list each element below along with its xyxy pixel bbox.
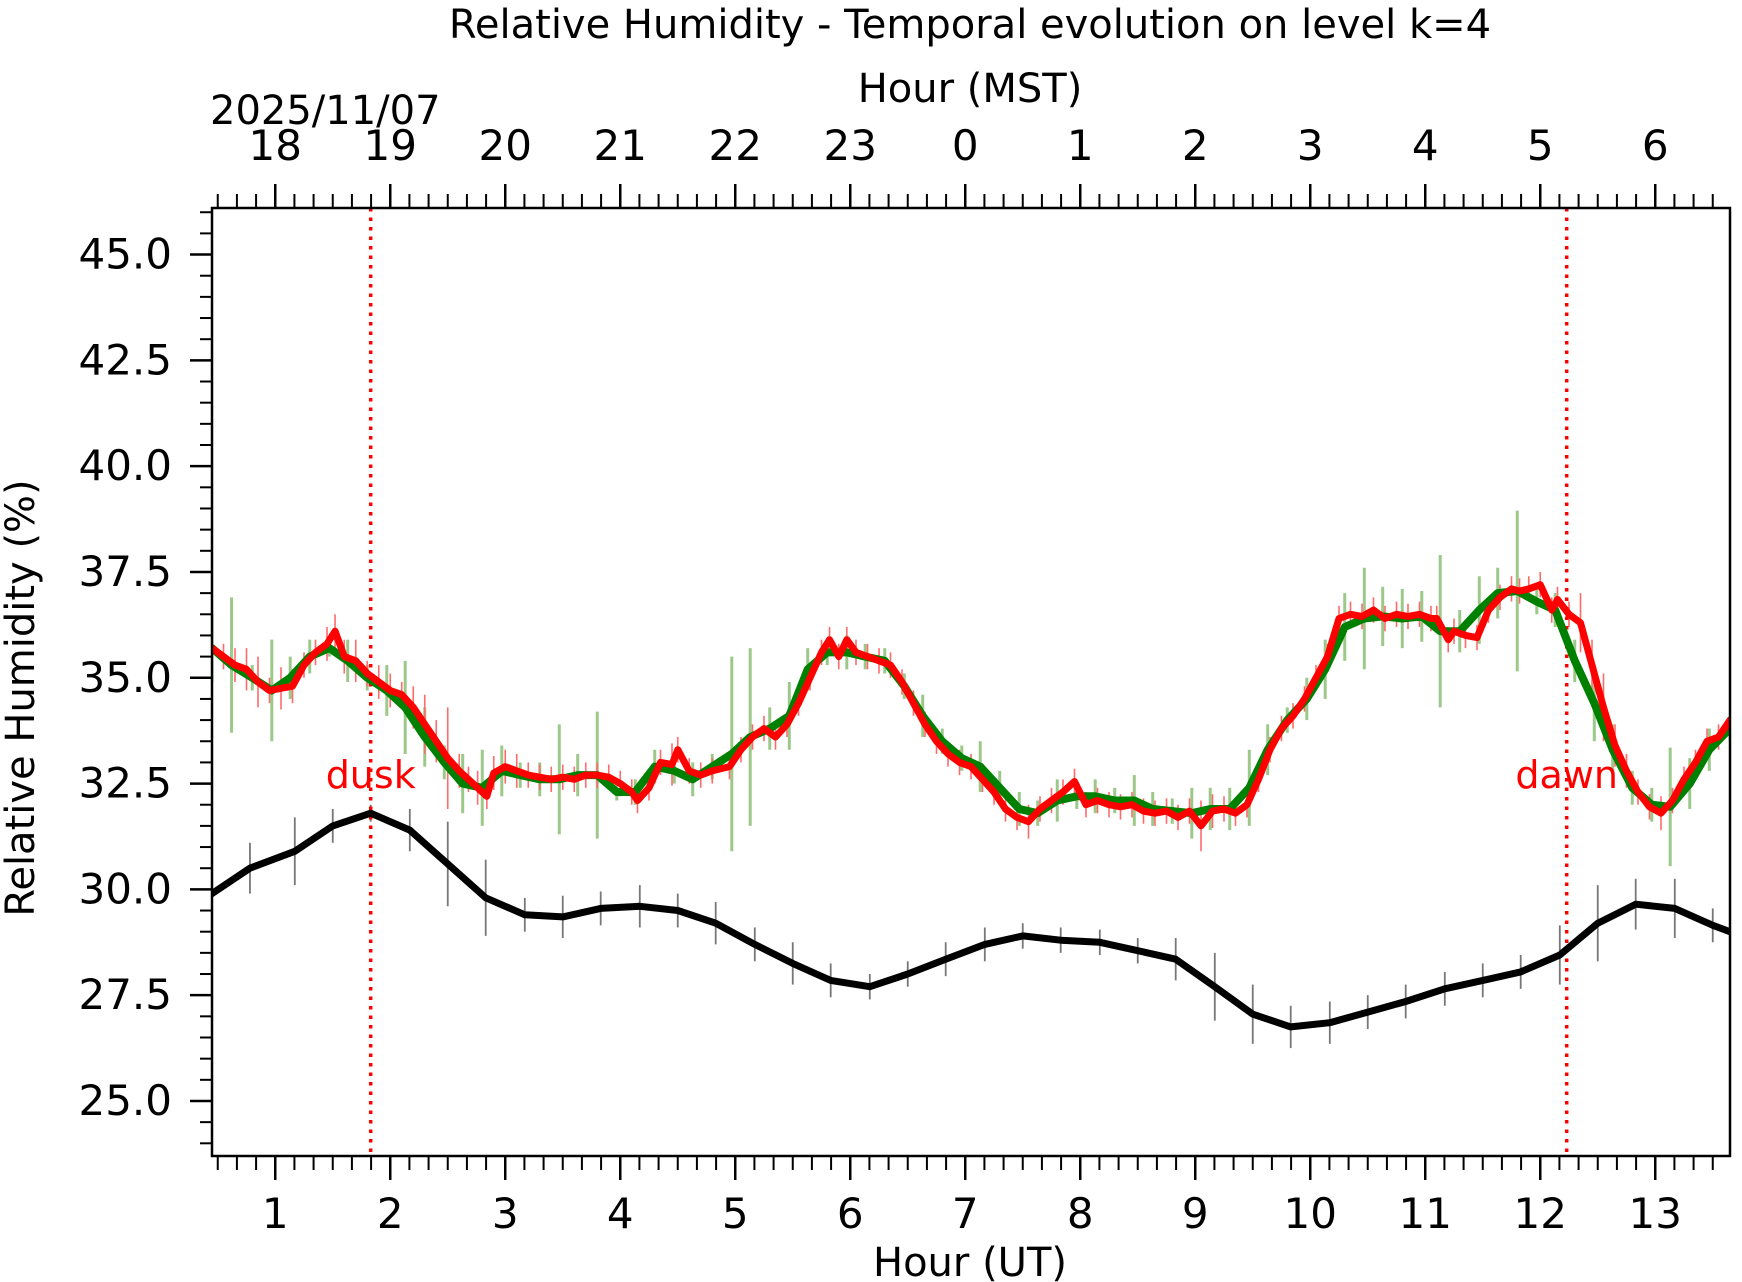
x-top-tick-label: 0: [952, 121, 979, 170]
axes-frame: [210, 206, 1732, 1158]
series-line-red: [212, 581, 1730, 830]
y-tick-label: 27.5: [78, 970, 172, 1019]
x-tick-label: 5: [722, 1189, 749, 1238]
x-top-tick-label: 19: [364, 121, 417, 170]
x-tick-label: 7: [952, 1189, 979, 1238]
date-label: 2025/11/07: [210, 88, 441, 134]
x-top-tick-label: 2: [1182, 121, 1209, 170]
axes: 25.027.530.032.535.037.540.042.545.01 2 3 4…: [78, 121, 1732, 1238]
x-top-tick-label: 20: [479, 121, 532, 170]
y-tick-label: 40.0: [78, 441, 172, 490]
x-tick-label: 4: [607, 1189, 634, 1238]
y-tick-label: 30.0: [78, 864, 172, 913]
x-top-tick-label: 18: [249, 121, 302, 170]
plot-area: dusk dawn: [212, 208, 1730, 1156]
y-tick-label: 25.0: [78, 1076, 172, 1125]
x-top-tick-label: 4: [1412, 121, 1439, 170]
x-tick-label: 6: [837, 1189, 864, 1238]
x-tick-label: 8: [1067, 1189, 1094, 1238]
x-top-tick-label: 1: [1067, 121, 1094, 170]
dusk-label: dusk: [326, 753, 416, 797]
x-top-tick-label: 5: [1527, 121, 1554, 170]
x-top-tick-label: 22: [709, 121, 762, 170]
x-tick-label: 13: [1629, 1189, 1682, 1238]
x-top-tick-label: 6: [1642, 121, 1669, 170]
plot-content: [212, 208, 1730, 1156]
y-tick-label: 45.0: [78, 230, 172, 279]
x-tick-label: 3: [492, 1189, 519, 1238]
x-tick-label: 2: [377, 1189, 404, 1238]
x-tick-label: 1: [262, 1189, 289, 1238]
dawn-label: dawn: [1515, 753, 1618, 797]
x-tick-label: 10: [1284, 1189, 1337, 1238]
x-top-tick-label: 23: [824, 121, 877, 170]
x-tick-label: 9: [1182, 1189, 1209, 1238]
y-axis-label: Relative Humidity (%): [0, 479, 44, 916]
y-tick-label: 35.0: [78, 653, 172, 702]
x-tick-label: 12: [1514, 1189, 1567, 1238]
y-tick-label: 32.5: [78, 759, 172, 808]
y-tick-label: 37.5: [78, 547, 172, 596]
chart-title: Relative Humidity - Temporal evolution o…: [449, 2, 1491, 48]
y-tick-label: 42.5: [78, 335, 172, 384]
x-tick-label: 11: [1399, 1189, 1452, 1238]
x-top-tick-label: 3: [1297, 121, 1324, 170]
x-axis-label: Hour (UT): [873, 1240, 1067, 1282]
series-line-black: [212, 809, 1730, 1031]
series-line-green: [212, 587, 1730, 818]
x-top-tick-label: 21: [594, 121, 647, 170]
x-axis-top-label: Hour (MST): [858, 66, 1083, 112]
